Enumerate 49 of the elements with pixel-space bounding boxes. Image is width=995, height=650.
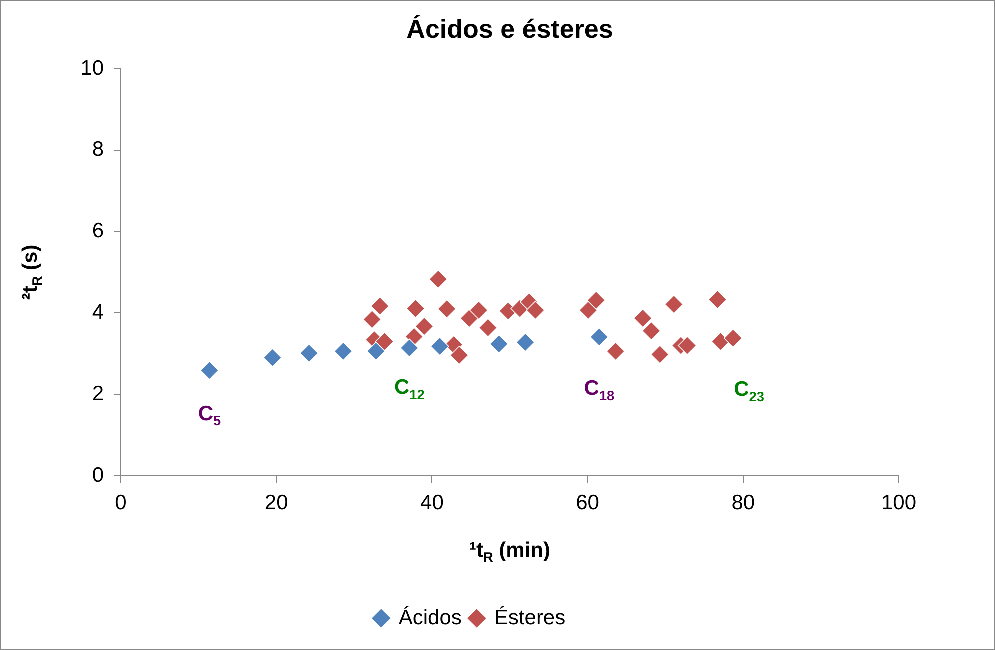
x-tick-label: 80 — [732, 491, 756, 514]
point — [490, 334, 509, 354]
x-tick-label: 0 — [115, 491, 127, 514]
point — [406, 299, 426, 318]
point — [711, 332, 730, 352]
point — [400, 338, 420, 358]
point — [650, 345, 670, 364]
point — [586, 291, 606, 310]
point — [708, 290, 728, 310]
y-tick-label: 8 — [92, 138, 104, 162]
point — [450, 346, 469, 365]
x-tick-label: 100 — [881, 491, 917, 514]
point — [526, 300, 546, 320]
y-tick-label: 6 — [92, 220, 104, 243]
point — [300, 344, 319, 363]
point — [415, 317, 434, 336]
chart-title: Ácidos e ésteres — [406, 14, 614, 44]
point — [642, 322, 661, 341]
point — [430, 337, 450, 356]
point — [590, 328, 609, 347]
point — [724, 329, 743, 348]
legend-label: Ésteres — [494, 605, 566, 630]
point — [579, 300, 598, 320]
point — [375, 332, 394, 352]
point — [478, 318, 498, 338]
point — [370, 296, 390, 316]
point — [263, 348, 282, 368]
point — [366, 342, 386, 361]
y-axis-title: ²tR (s) — [18, 244, 46, 300]
point — [606, 342, 626, 361]
point — [678, 336, 697, 356]
x-tick-label: 60 — [576, 491, 600, 514]
point — [438, 300, 456, 319]
point — [469, 300, 488, 320]
y-tick-label: 4 — [92, 300, 104, 324]
y-tick-label: 0 — [92, 464, 104, 487]
y-tick-label: 2 — [92, 382, 104, 406]
point — [634, 309, 652, 328]
legend-label: Ácidos — [398, 605, 462, 630]
x-tick-label: 40 — [420, 491, 444, 514]
point — [429, 270, 448, 289]
point — [200, 361, 220, 380]
point — [516, 333, 535, 352]
point — [362, 310, 382, 330]
y-tick-label: 10 — [80, 56, 104, 80]
point — [460, 309, 479, 328]
x-tick-label: 20 — [264, 491, 288, 514]
point — [664, 295, 684, 314]
point — [334, 342, 353, 361]
